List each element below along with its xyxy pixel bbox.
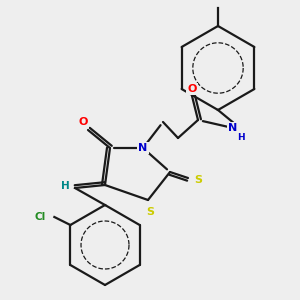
Text: N: N xyxy=(138,143,148,153)
Text: S: S xyxy=(146,207,154,217)
Text: O: O xyxy=(78,117,88,127)
Text: H: H xyxy=(61,181,69,191)
Text: S: S xyxy=(194,175,202,185)
Text: Cl: Cl xyxy=(35,212,46,222)
Text: H: H xyxy=(237,134,245,142)
Text: N: N xyxy=(228,123,238,133)
Text: O: O xyxy=(187,84,197,94)
